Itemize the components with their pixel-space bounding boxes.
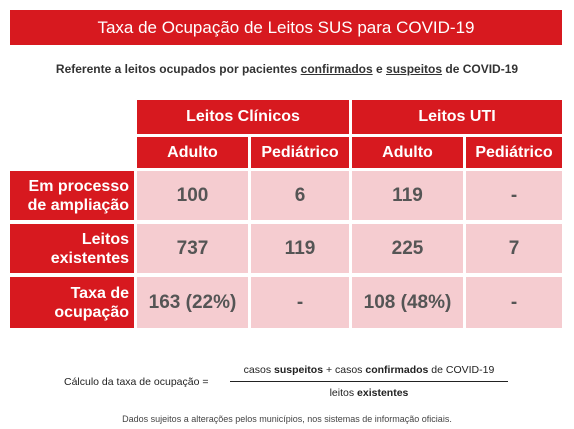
table-cell: 6 <box>251 171 349 220</box>
table-cell: 225 <box>352 224 463 273</box>
table-cell: 100 <box>137 171 248 220</box>
formula-text: leitos <box>329 387 358 399</box>
formula-denominator: leitos existentes <box>230 387 508 399</box>
table-cell: 108 (48%) <box>352 277 463 328</box>
table-cell: - <box>251 277 349 328</box>
row-label: Leitos existentes <box>10 224 134 273</box>
formula-text: de COVID-19 <box>428 364 495 376</box>
subtitle-text: e <box>372 62 387 76</box>
table-cell: 163 (22%) <box>137 277 248 328</box>
formula-text: + casos <box>323 364 366 376</box>
formula-text: existentes <box>357 387 409 399</box>
table-cell: 119 <box>352 171 463 220</box>
group-header: Leitos UTI <box>352 100 562 134</box>
footnote: Dados sujeitos a alterações pelos municí… <box>122 414 452 424</box>
row-label: Taxa de ocupação <box>10 277 134 328</box>
subtitle-text: confirmados <box>300 62 373 76</box>
formula-text: confirmados <box>365 364 429 376</box>
column-header: Adulto <box>352 137 463 168</box>
table-cell: - <box>466 277 562 328</box>
fraction-bar <box>230 381 508 382</box>
formula-text: suspeitos <box>274 364 324 376</box>
column-header: Pediátrico <box>251 137 349 168</box>
title: Taxa de Ocupação de Leitos SUS para COVI… <box>10 10 562 45</box>
formula-label: Cálculo da taxa de ocupação = <box>64 376 209 388</box>
table-cell: 119 <box>251 224 349 273</box>
subtitle: Referente a leitos ocupados por paciente… <box>0 62 574 76</box>
group-header: Leitos Clínicos <box>137 100 349 134</box>
column-header: Pediátrico <box>466 137 562 168</box>
formula-numerator: casos suspeitos + casos confirmados de C… <box>230 364 508 376</box>
formula-text: casos <box>243 364 275 376</box>
table-cell: - <box>466 171 562 220</box>
row-label: Em processo de ampliação <box>10 171 134 220</box>
subtitle-text: Referente a leitos ocupados por paciente… <box>55 62 301 76</box>
table-cell: 737 <box>137 224 248 273</box>
subtitle-text: suspeitos <box>386 62 443 76</box>
subtitle-text: de COVID-19 <box>442 62 519 76</box>
table-cell: 7 <box>466 224 562 273</box>
column-header: Adulto <box>137 137 248 168</box>
